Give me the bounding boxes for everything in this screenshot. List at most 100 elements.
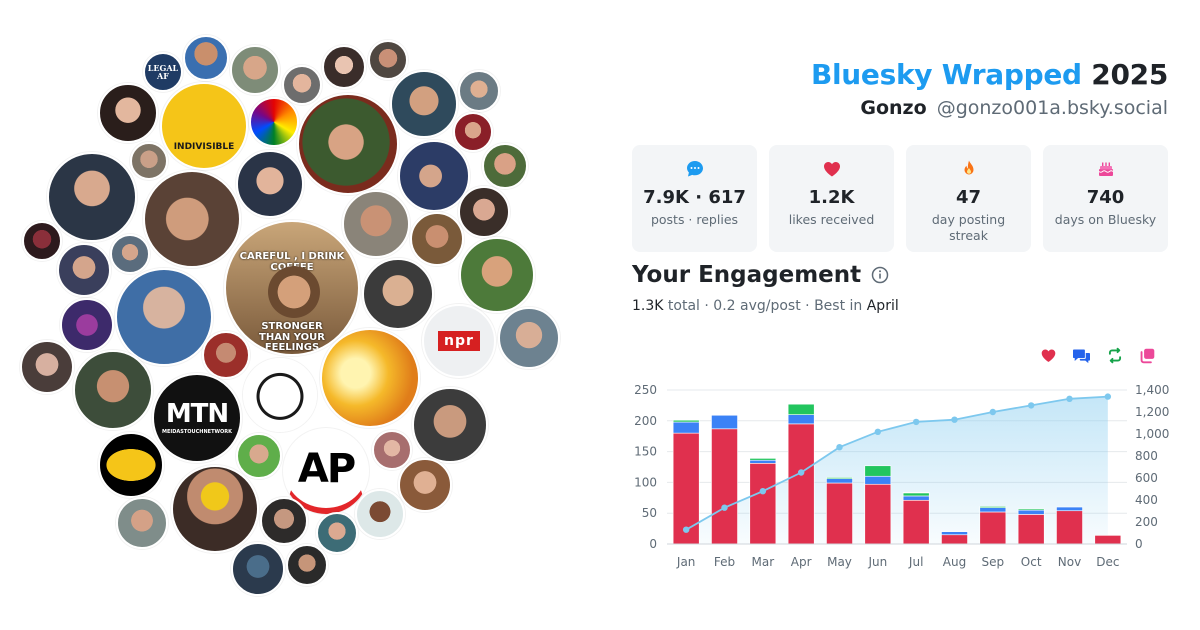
bar-segment-replies (1017, 509, 1045, 515)
heart-icon (823, 162, 840, 177)
bar-segment-replies (787, 414, 815, 425)
avatar (482, 143, 528, 189)
cumulative-point (836, 444, 843, 451)
meme-caption-bottom: STRONGER THAN YOUR FEELINGS (259, 321, 325, 353)
avatar (390, 70, 458, 138)
y-tick-label: 100 (634, 475, 657, 489)
stat-card-likes: 1.2K likes received (769, 145, 894, 252)
y2-tick-label: 1,200 (1135, 405, 1169, 419)
avatar-npr: npr (422, 304, 496, 378)
x-tick-label: May (827, 555, 852, 569)
avatar (316, 512, 358, 554)
bar-segment-replies (1056, 506, 1083, 512)
bar-segment-reposts (864, 465, 892, 477)
user-identity: Gonzo @gonzo001a.bsky.social (811, 97, 1168, 119)
avatar (236, 433, 282, 479)
avatar (57, 243, 111, 297)
engagement-best-month: April (866, 298, 899, 314)
avatar (282, 65, 322, 105)
avatar (110, 234, 150, 274)
info-icon[interactable] (871, 266, 889, 284)
bar-segment-replies (864, 475, 892, 485)
cumulative-point (797, 469, 805, 476)
avatar (398, 458, 452, 512)
bar-segment-reposts (902, 492, 930, 497)
avatar (459, 237, 535, 313)
avatar (183, 35, 229, 81)
brand-title: Bluesky Wrapped (810, 58, 1082, 91)
avatar (260, 497, 308, 545)
avatar (60, 298, 114, 352)
avatar (410, 212, 464, 266)
avatar (231, 542, 285, 596)
avatar-legal-af: LEGAL AF (143, 52, 183, 92)
y-tick-label: 250 (634, 383, 657, 397)
bar-segment-likes (711, 428, 738, 545)
avatar (249, 97, 299, 147)
bar-segment-likes (864, 483, 892, 545)
bar-segment-reposts (749, 458, 777, 461)
bar-segment-replies (826, 478, 853, 484)
y-tick-label: 200 (634, 414, 657, 428)
avatar (236, 150, 304, 218)
x-tick-label: Aug (943, 555, 966, 569)
x-tick-label: Jun (867, 555, 887, 569)
engagement-average: 0.2 avg/post (713, 298, 801, 314)
avatar-indivisible: INDIVISIBLE (160, 82, 248, 170)
x-tick-label: Dec (1096, 555, 1119, 569)
x-tick-label: Apr (791, 555, 812, 569)
bar-segment-likes (979, 511, 1007, 545)
page-title: Bluesky Wrapped 2025 (811, 58, 1168, 91)
wrapped-header: Bluesky Wrapped 2025 Gonzo @gonzo001a.bs… (811, 58, 1168, 119)
avatar (171, 465, 259, 553)
reply-icon[interactable] (1072, 347, 1091, 364)
display-name: Gonzo (860, 97, 927, 119)
npr-logo: npr (438, 330, 480, 352)
stat-label: day posting streak (931, 212, 1006, 244)
bar-segment-reposts (979, 506, 1007, 508)
mtn-subtitle: MEIDASTOUCHNETWORK (162, 429, 232, 436)
cumulative-area (686, 396, 1108, 544)
stat-label: days on Bluesky (1054, 212, 1157, 227)
cumulative-point (1104, 393, 1112, 400)
meme-face (268, 266, 320, 318)
y2-tick-label: 800 (1135, 449, 1158, 463)
mtn-logo: MTN (165, 398, 229, 429)
cumulative-line (685, 395, 1108, 531)
speech-bubble-icon (686, 161, 703, 177)
engagement-total: 1.3K (632, 298, 664, 314)
engagement-chart: 0 50 100 150 200 250 0 200 400 600 800 1,000 1,200 1,… (634, 383, 1169, 569)
bar-segment-replies (941, 531, 968, 536)
y2-tick-label: 1,000 (1135, 427, 1169, 441)
bar-segment-replies (902, 495, 930, 501)
engagement-summary: 1.3K total · 0.2 avg/post · Best in Apri… (632, 298, 899, 314)
quote-icon[interactable] (1139, 347, 1156, 364)
stats-row: 7.9K · 617 posts · replies 1.2K likes re… (632, 145, 1168, 252)
y2-tick-label: 200 (1135, 515, 1158, 529)
avatar (458, 186, 510, 238)
year-title: 2025 (1091, 58, 1168, 91)
stat-card-posts: 7.9K · 617 posts · replies (632, 145, 757, 252)
avatar (130, 142, 168, 180)
stat-label: likes received (788, 212, 875, 227)
bar-segment-likes (826, 482, 853, 545)
avatar (202, 331, 250, 379)
cumulative-point (874, 428, 882, 435)
avatar (458, 70, 500, 112)
engagement-best-label: Best in (814, 298, 863, 314)
stat-value: 740 (1086, 187, 1125, 208)
cake-icon (1098, 162, 1113, 176)
avatar (412, 387, 488, 463)
x-tick-label: Mar (752, 555, 775, 569)
cumulative-point (1066, 395, 1073, 402)
cumulative-point (1027, 402, 1035, 409)
repost-icon[interactable] (1106, 347, 1124, 364)
chart-legend (1040, 347, 1156, 364)
avatar (355, 489, 405, 539)
y-tick-label: 150 (634, 445, 657, 459)
avatar (498, 307, 560, 369)
cumulative-point (682, 526, 690, 533)
heart-icon[interactable] (1040, 347, 1057, 364)
bar-segment-likes (787, 423, 815, 545)
engagement-title: Your Engagement (632, 262, 889, 288)
